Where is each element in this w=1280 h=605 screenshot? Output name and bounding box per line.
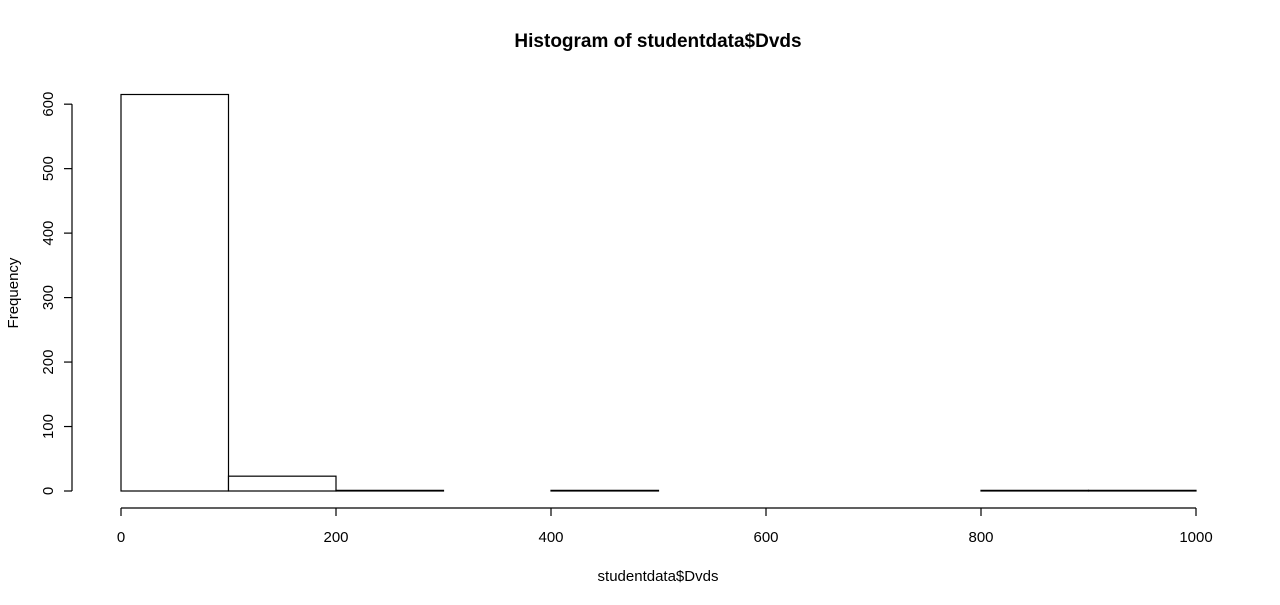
x-tick-label-4: 800 [968,529,993,546]
x-tick-label-3: 600 [753,529,778,546]
histogram-bar-9 [1087,489,1197,492]
histogram-bar-4 [550,489,660,492]
x-tick-label-2: 400 [538,529,563,546]
y-tick-label-5: 500 [40,156,57,181]
histogram-bar-8 [980,489,1090,492]
y-tick-label-0: 0 [40,487,57,495]
y-axis: 0 100 200 300 400 500 600 [40,92,73,495]
y-tick-label-4: 400 [40,221,57,246]
x-tick-label-0: 0 [117,529,125,546]
x-axis-label: studentdata$Dvds [598,568,719,585]
y-tick-label-2: 200 [40,350,57,375]
chart-title: Histogram of studentdata$Dvds [514,31,801,52]
histogram-bar-0 [120,93,230,492]
y-tick-label-1: 100 [40,414,57,439]
x-tick-label-1: 200 [323,529,348,546]
histogram-bar-2 [335,489,445,492]
y-tick-label-6: 600 [40,92,57,117]
x-tick-label-5: 1000 [1179,529,1212,546]
histogram-bars [120,93,1197,492]
y-tick-label-3: 300 [40,285,57,310]
x-axis: 0 200 400 600 800 1000 [117,507,1213,546]
y-axis-label: Frequency [5,257,22,328]
histogram-bar-1 [227,475,337,492]
